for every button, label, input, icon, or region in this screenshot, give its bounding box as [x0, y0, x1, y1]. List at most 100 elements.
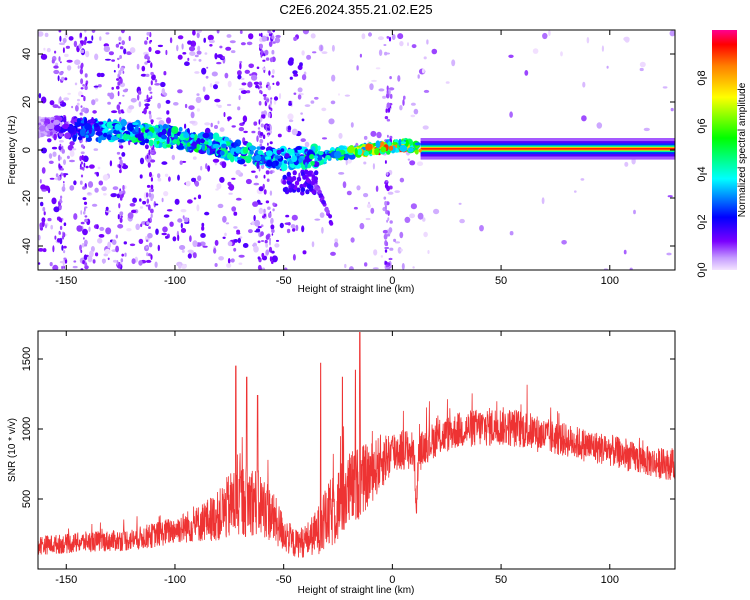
spectrogram-streak	[148, 226, 151, 230]
spectrogram-speckle	[248, 33, 254, 40]
spectrogram-speckle	[248, 63, 254, 69]
spectrogram-x-tick-label: 100	[601, 275, 619, 287]
spectrogram-speckle	[38, 234, 41, 241]
spectrogram-speckle	[542, 32, 548, 40]
snr-y-label: SNR (10 * v/v)	[7, 418, 18, 482]
spectrogram-speckle	[320, 45, 323, 51]
spectrogram-streak	[263, 174, 266, 179]
spectrogram-speckle	[246, 41, 253, 46]
spectrogram-speckle	[237, 106, 241, 111]
spectrogram-speckle	[289, 76, 293, 80]
spectrogram-speckle	[205, 163, 208, 170]
spectrogram-ridge-blob	[400, 141, 407, 145]
spectrogram-speckle	[262, 67, 266, 71]
spectrogram-panel: -150 -100 -50 0 50 100 -40 -20 0 20 40 Height of …	[7, 29, 676, 295]
spectrogram-streak	[56, 238, 61, 243]
spectrogram-streak	[385, 264, 389, 268]
spectrogram-speckle	[147, 162, 151, 168]
spectrogram-speckle	[331, 74, 336, 82]
spectrogram-ridge-blob	[265, 150, 273, 157]
spectrogram-speckle	[356, 185, 361, 191]
spectrogram-speckle	[286, 228, 291, 234]
spectrogram-speckle	[242, 115, 248, 123]
spectrogram-streak	[261, 267, 266, 270]
spectrogram-speckle	[87, 255, 93, 263]
spectrogram-speckle	[378, 88, 385, 92]
spectrogram-streak	[258, 202, 263, 205]
spectrogram-speckle	[189, 235, 192, 243]
spectrogram-ridge-blob	[284, 153, 290, 158]
spectrogram-streak	[84, 262, 88, 267]
spectrogram-speckle	[251, 170, 256, 173]
spectrogram-speckle	[57, 154, 61, 162]
spectrogram-speckle	[206, 66, 209, 69]
spectrogram-speckle	[224, 72, 229, 79]
spectrogram-ridge-blob	[304, 162, 308, 169]
spectrogram-streak	[117, 109, 121, 114]
spectrogram-speckle	[247, 81, 253, 88]
spectrogram-speckle	[198, 59, 202, 62]
spectrogram-speckle	[179, 245, 186, 250]
spectrogram-streak	[84, 206, 88, 209]
spectrogram-speckle	[301, 74, 307, 81]
spectrogram-ridge-blob	[414, 142, 421, 146]
spectrogram-tail-blob	[314, 185, 319, 191]
spectrogram-speckle	[161, 232, 167, 236]
spectrogram-streak	[149, 91, 153, 94]
spectrogram-speckle	[359, 222, 365, 230]
spectrogram-streak	[269, 170, 273, 175]
spectrogram-speckle	[38, 31, 44, 37]
spectrogram-speckle	[155, 228, 159, 235]
spectrogram-speckle	[239, 60, 243, 64]
spectrogram-streak	[144, 54, 148, 60]
spectrogram-speckle	[42, 206, 46, 212]
spectrogram-streak	[59, 198, 62, 204]
spectrogram-speckle	[157, 177, 162, 182]
spectrogram-speckle	[222, 236, 226, 239]
spectrogram-speckle	[243, 130, 248, 134]
spectrogram-speckle	[350, 122, 354, 128]
spectrogram-speckle	[295, 224, 299, 232]
spectrogram-speckle	[138, 238, 144, 244]
spectrogram-speckle	[213, 84, 218, 90]
spectrogram-speckle	[244, 69, 250, 74]
spectrogram-tail-blob	[286, 176, 291, 182]
spectrogram-tail-blob	[294, 180, 300, 186]
spectrogram-streak	[265, 249, 270, 256]
spectrogram-ridge-blob	[231, 142, 235, 147]
spectrogram-speckle	[202, 245, 208, 248]
spectrogram-speckle	[82, 228, 88, 236]
spectrogram-speckle	[66, 155, 70, 159]
spectrogram-speckle	[123, 48, 127, 55]
spectrogram-speckle	[217, 120, 220, 125]
spectrogram-streak	[116, 260, 119, 266]
spectrogram-speckle	[112, 259, 118, 263]
spectrogram-speckle	[255, 84, 260, 89]
spectrogram-speckle	[279, 222, 284, 229]
spectrogram-speckle	[216, 61, 222, 65]
spectrogram-speckle	[319, 212, 325, 218]
snr-x-label: Height of straight line (km)	[298, 585, 415, 596]
spectrogram-speckle	[38, 262, 41, 265]
spectrogram-streak	[258, 119, 261, 125]
spectrogram-speckle	[52, 245, 55, 253]
spectrogram-ridge-blob	[202, 132, 210, 139]
spectrogram-streak	[63, 159, 66, 166]
spectrogram-speckle	[196, 93, 200, 96]
spectrogram-speckle	[157, 102, 162, 109]
spectrogram-ridge-blob	[171, 126, 179, 135]
spectrogram-speckle	[509, 111, 513, 118]
spectrogram-ridge-blob	[53, 133, 57, 141]
spectrogram-speckle	[508, 54, 514, 58]
spectrogram-ridge-blob	[196, 143, 200, 150]
spectrogram-speckle	[548, 30, 551, 36]
spectrogram-streak	[266, 125, 270, 128]
spectrogram-speckle	[54, 50, 57, 54]
spectrogram-speckle	[222, 215, 227, 223]
spectrogram-speckle	[132, 197, 138, 203]
spectrogram-speckle	[69, 159, 75, 163]
spectrogram-speckle	[136, 63, 140, 70]
spectrogram-speckle	[219, 45, 223, 49]
spectrogram-streak	[79, 112, 83, 115]
spectrogram-streak	[118, 203, 121, 209]
